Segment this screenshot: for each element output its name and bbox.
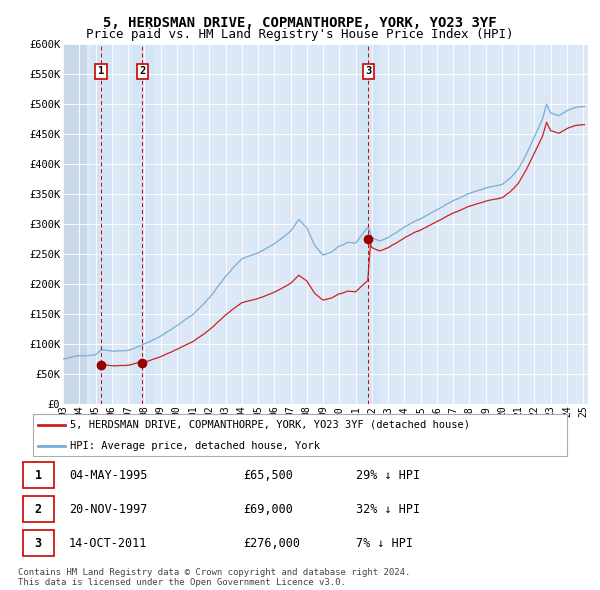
Text: 3: 3 (34, 537, 41, 550)
FancyBboxPatch shape (23, 530, 53, 556)
Text: £276,000: £276,000 (244, 537, 301, 550)
Text: 5, HERDSMAN DRIVE, COPMANTHORPE, YORK, YO23 3YF (detached house): 5, HERDSMAN DRIVE, COPMANTHORPE, YORK, Y… (71, 420, 470, 430)
Bar (133, 44, 152, 404)
Text: 20-NOV-1997: 20-NOV-1997 (69, 503, 147, 516)
Text: 2: 2 (139, 66, 146, 76)
Text: 32% ↓ HPI: 32% ↓ HPI (356, 503, 421, 516)
Text: 7% ↓ HPI: 7% ↓ HPI (356, 537, 413, 550)
Text: 5, HERDSMAN DRIVE, COPMANTHORPE, YORK, YO23 3YF: 5, HERDSMAN DRIVE, COPMANTHORPE, YORK, Y… (103, 16, 497, 30)
FancyBboxPatch shape (33, 414, 568, 457)
Text: 2: 2 (34, 503, 41, 516)
Text: £69,000: £69,000 (244, 503, 293, 516)
Text: £65,500: £65,500 (244, 468, 293, 481)
Text: HPI: Average price, detached house, York: HPI: Average price, detached house, York (71, 441, 320, 451)
Text: Price paid vs. HM Land Registry's House Price Index (HPI): Price paid vs. HM Land Registry's House … (86, 28, 514, 41)
Text: 3: 3 (365, 66, 371, 76)
Text: 14-OCT-2011: 14-OCT-2011 (69, 537, 147, 550)
Bar (63, 44, 88, 404)
FancyBboxPatch shape (23, 496, 53, 522)
Text: 04-MAY-1995: 04-MAY-1995 (69, 468, 147, 481)
FancyBboxPatch shape (23, 462, 53, 489)
Text: Contains HM Land Registry data © Crown copyright and database right 2024.
This d: Contains HM Land Registry data © Crown c… (18, 568, 410, 587)
Text: 29% ↓ HPI: 29% ↓ HPI (356, 468, 421, 481)
Text: 1: 1 (34, 468, 41, 481)
Bar (91, 44, 111, 404)
Text: 1: 1 (98, 66, 104, 76)
Bar (358, 44, 378, 404)
